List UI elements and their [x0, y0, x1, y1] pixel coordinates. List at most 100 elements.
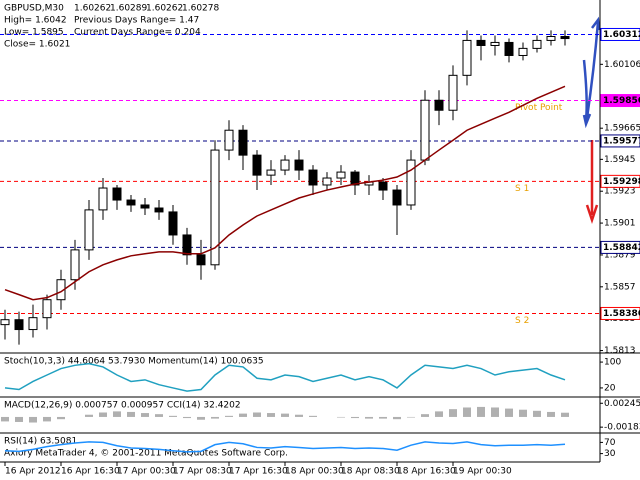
candle-body	[140, 204, 150, 209]
x-tick-label: 16 Apr 2012	[5, 467, 61, 477]
candle-body	[196, 254, 206, 266]
last-bar-value: 1.60262	[74, 4, 111, 14]
candle-body	[210, 149, 220, 266]
histogram-bar	[505, 408, 513, 417]
candle-body	[126, 199, 136, 206]
range-previous: Previous Days Range= 1.47	[74, 16, 199, 26]
indicator-line	[4, 85, 566, 301]
copyright: Axiory MetaTrader 4, © 2001-2011 MetaQuo…	[4, 449, 288, 459]
candle-body	[490, 41, 500, 46]
histogram-bar	[239, 413, 247, 417]
x-tick-label: 19 Apr 00:30	[453, 467, 512, 477]
x-tick-label: 17 Apr 08:30	[173, 467, 232, 477]
level-box	[600, 306, 640, 320]
level-label: 1.59856	[603, 96, 640, 106]
histogram-bar	[477, 406, 485, 417]
candle-body	[546, 36, 556, 41]
histogram-bar	[365, 416, 373, 419]
histogram-bar	[43, 416, 51, 422]
y-tick-label: 0.002455	[604, 399, 640, 409]
y-tick-label: 20	[604, 383, 616, 393]
candle-body	[112, 187, 122, 201]
candle-body	[98, 187, 108, 211]
histogram-bar	[281, 413, 289, 417]
y-tick-label: 70	[604, 438, 616, 448]
candle-body	[238, 129, 248, 156]
candle-body	[560, 36, 570, 40]
x-tick-label: 18 Apr 08:30	[341, 467, 400, 477]
y-tick-label: 1.5945	[604, 155, 636, 165]
histogram-bar	[253, 412, 261, 417]
histogram-bar	[141, 413, 149, 417]
y-tick-label: 100	[604, 358, 621, 368]
candle-body	[42, 299, 52, 319]
histogram-bar	[561, 412, 569, 417]
histogram-bar	[449, 409, 457, 417]
level-box	[600, 240, 640, 254]
candle-body	[252, 154, 262, 176]
histogram-bar	[491, 407, 499, 417]
histogram-bar	[309, 415, 317, 417]
level-box	[600, 174, 640, 188]
symbol-title: GBPUSD,M30	[4, 4, 64, 14]
y-tick-label: -0.00183	[604, 423, 640, 433]
histogram-bar	[127, 411, 135, 417]
histogram-bar	[435, 411, 443, 417]
last-bar-value: 1.60262	[146, 4, 183, 14]
histogram-bar	[15, 416, 23, 422]
histogram-bar	[225, 415, 233, 417]
level-box	[600, 134, 640, 148]
level-box	[600, 27, 640, 41]
candle-body	[434, 99, 444, 111]
candle-body	[168, 211, 178, 236]
level-label: 1.58386	[603, 309, 640, 319]
histogram-bar	[1, 416, 9, 422]
candle-body	[84, 209, 94, 251]
level-name: Pivot Point	[515, 103, 563, 113]
histogram-bar	[267, 413, 275, 417]
y-tick-label: 1.5857	[604, 282, 636, 292]
level-box	[600, 94, 640, 108]
candle-body	[14, 319, 24, 331]
histogram-bar	[407, 416, 415, 418]
stat-close: Close= 1.6021	[4, 40, 70, 50]
histogram-bar	[393, 416, 401, 420]
level-label: 1.59577	[603, 136, 640, 146]
histogram-bar	[519, 409, 527, 417]
last-bar-value: 1.60289	[110, 4, 147, 14]
candle-body	[308, 169, 318, 186]
down-arrow	[585, 140, 599, 224]
level-name: S 2	[515, 316, 529, 326]
level-name: S 1	[515, 184, 529, 194]
histogram-bar	[421, 414, 429, 417]
last-bar-value: 1.60278	[182, 4, 219, 14]
up-arrow	[582, 16, 601, 129]
y-tick-label: 1.5813	[604, 346, 636, 356]
candle-body	[350, 171, 360, 186]
stat-high: High= 1.6042	[4, 16, 67, 26]
histogram-bar	[57, 416, 65, 420]
candle-body	[280, 159, 290, 171]
candle-body	[266, 169, 276, 176]
candle-body	[336, 171, 346, 179]
indicator-line	[4, 441, 566, 453]
y-tick-label: 1.5923	[604, 187, 636, 197]
y-tick-label: 1.59665	[604, 124, 640, 134]
indicator-title: RSI(14) 63.5081	[4, 437, 77, 447]
y-tick-label: 1.60106	[604, 60, 640, 70]
histogram-bar	[169, 415, 177, 417]
x-tick-label: 16 Apr 16:30	[61, 467, 120, 477]
y-tick-label: 30	[604, 449, 616, 459]
histogram-bar	[211, 416, 219, 419]
candle-body	[462, 39, 472, 76]
candle-body	[406, 159, 416, 206]
candle-body	[392, 189, 402, 206]
candle-body	[154, 207, 164, 213]
level-label: 1.60312	[603, 30, 640, 40]
candle-body	[420, 99, 430, 161]
histogram-bar	[295, 414, 303, 417]
stat-low: Low= 1.5895	[4, 28, 64, 38]
candle-body	[378, 181, 388, 191]
